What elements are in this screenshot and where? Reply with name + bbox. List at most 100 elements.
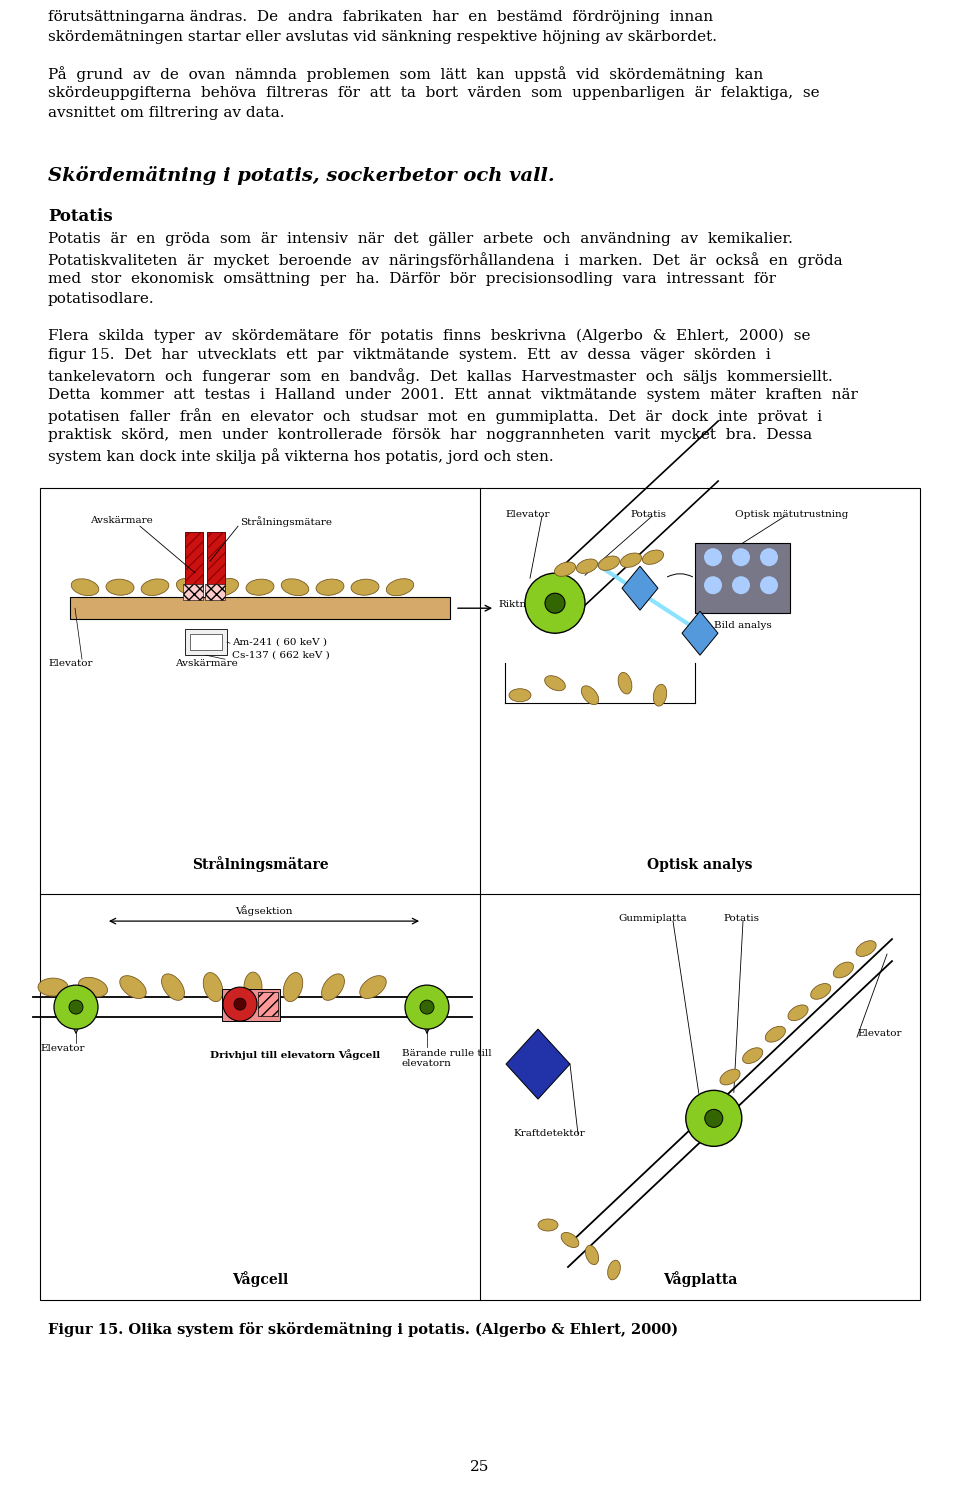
Text: skördemätningen startar eller avslutas vid sänkning respektive höjning av skärbo: skördemätningen startar eller avslutas v… [48, 30, 717, 45]
Text: Potatis: Potatis [48, 208, 112, 225]
Circle shape [405, 984, 449, 1029]
Text: Potatiskvaliteten  är  mycket  beroende  av  näringsförhållandena  i  marken.  D: Potatiskvaliteten är mycket beroende av … [48, 253, 843, 268]
Ellipse shape [608, 1259, 620, 1280]
Circle shape [760, 575, 778, 595]
Ellipse shape [283, 972, 302, 1002]
Ellipse shape [561, 1233, 579, 1248]
Text: Vågcell: Vågcell [232, 1271, 288, 1288]
Circle shape [69, 1001, 83, 1014]
Polygon shape [506, 1029, 570, 1099]
Text: Elevator: Elevator [857, 1029, 901, 1038]
Ellipse shape [106, 578, 134, 595]
Ellipse shape [386, 578, 414, 596]
Circle shape [525, 572, 585, 633]
Ellipse shape [586, 1246, 599, 1264]
Circle shape [545, 593, 565, 613]
Polygon shape [682, 611, 718, 656]
Text: med  stor  ekonomisk  omsättning  per  ha.  Därför  bör  precisionsodling  vara : med stor ekonomisk omsättning per ha. Dä… [48, 272, 776, 286]
Ellipse shape [71, 578, 99, 596]
Text: Figur 15. Olika system för skördemätning i potatis. (Algerbo & Ehlert, 2000): Figur 15. Olika system för skördemätning… [48, 1322, 678, 1337]
Text: system kan dock inte skilja på vikterna hos potatis, jord och sten.: system kan dock inte skilja på vikterna … [48, 448, 554, 464]
Circle shape [704, 549, 722, 567]
Ellipse shape [598, 556, 619, 571]
Ellipse shape [360, 975, 386, 999]
Text: förutsättningarna ändras.  De  andra  fabrikaten  har  en  bestämd  fördröjning : förutsättningarna ändras. De andra fabri… [48, 10, 713, 24]
Bar [70, 598, 450, 619]
Text: potatisodlare.: potatisodlare. [48, 293, 155, 306]
Ellipse shape [161, 974, 184, 1001]
Text: tankelevatorn  och  fungerar  som  en  bandvåg.  Det  kallas  Harvestmaster  och: tankelevatorn och fungerar som en bandvå… [48, 369, 832, 384]
Ellipse shape [177, 578, 204, 596]
Text: Strålningsmätare: Strålningsmätare [240, 516, 332, 526]
Ellipse shape [538, 1219, 558, 1231]
Ellipse shape [856, 941, 876, 956]
Ellipse shape [618, 672, 632, 694]
Circle shape [705, 1109, 723, 1127]
Ellipse shape [555, 562, 576, 577]
Ellipse shape [642, 550, 663, 565]
Ellipse shape [582, 686, 599, 705]
Bar [185, 532, 203, 590]
Text: skördeuppgifterna  behöva  filtreras  för  att  ta  bort  värden  som  uppenbarl: skördeuppgifterna behöva filtreras för a… [48, 86, 820, 100]
Text: potatisen  faller  från  en  elevator  och  studsar  mot  en  gummiplatta.  Det : potatisen faller från en elevator och st… [48, 409, 822, 424]
Circle shape [234, 998, 246, 1010]
Ellipse shape [141, 578, 169, 595]
Polygon shape [622, 567, 658, 610]
Text: Riktning: Riktning [498, 601, 542, 610]
Text: Detta  kommer  att  testas  i  Halland  under  2001.  Ett  annat  viktmätande  s: Detta kommer att testas i Halland under … [48, 388, 858, 401]
Ellipse shape [544, 675, 565, 690]
Bar [222, 989, 280, 1022]
Circle shape [54, 984, 98, 1029]
Ellipse shape [833, 962, 853, 978]
Ellipse shape [765, 1026, 785, 1042]
Text: Vågplatta: Vågplatta [662, 1271, 737, 1288]
Text: Strålningsmätare: Strålningsmätare [192, 857, 328, 871]
Circle shape [732, 549, 750, 567]
Circle shape [420, 1001, 434, 1014]
Text: Avskärmare: Avskärmare [175, 659, 238, 668]
Ellipse shape [322, 974, 345, 1001]
Circle shape [223, 987, 257, 1022]
Text: Bärande rulle till
elevatorn: Bärande rulle till elevatorn [402, 1050, 492, 1069]
Text: praktisk  skörd,  men  under  kontrollerade  försök  har  noggrannheten  varit  : praktisk skörd, men under kontrollerade … [48, 428, 812, 442]
Ellipse shape [246, 578, 274, 595]
Text: 25: 25 [470, 1460, 490, 1474]
Bar [258, 992, 278, 1016]
Bar [185, 532, 203, 590]
Ellipse shape [38, 978, 68, 996]
Ellipse shape [720, 1069, 740, 1086]
Bar [207, 532, 225, 590]
Text: Gummiplatta: Gummiplatta [618, 915, 686, 923]
Text: På  grund  av  de  ovan  nämnda  problemen  som  lätt  kan  uppstå  vid  skördem: På grund av de ovan nämnda problemen som… [48, 65, 763, 82]
Text: Am-241 ( 60 keV ): Am-241 ( 60 keV ) [232, 638, 327, 647]
Bar [190, 633, 222, 650]
Text: Elevator: Elevator [48, 659, 92, 668]
Bar [207, 532, 225, 590]
Bar [205, 584, 225, 601]
Circle shape [732, 575, 750, 595]
Text: Potatis: Potatis [723, 915, 759, 923]
Ellipse shape [281, 578, 309, 596]
Ellipse shape [211, 578, 238, 596]
Text: Elevator: Elevator [40, 1044, 84, 1053]
Circle shape [704, 575, 722, 595]
Text: Kraftdetektor: Kraftdetektor [513, 1129, 585, 1138]
Ellipse shape [316, 578, 344, 595]
Bar [40, 488, 920, 1300]
Bar [695, 543, 790, 613]
Text: Optisk mätutrustning: Optisk mätutrustning [735, 510, 849, 519]
Text: Vågsektion: Vågsektion [235, 906, 293, 916]
Text: Optisk analys: Optisk analys [647, 858, 753, 871]
Bar [183, 584, 203, 601]
Ellipse shape [120, 975, 146, 999]
Text: Flera  skilda  typer  av  skördemätare  för  potatis  finns  beskrivna  (Algerbo: Flera skilda typer av skördemätare för p… [48, 329, 810, 342]
Ellipse shape [509, 688, 531, 702]
Text: Bild analys: Bild analys [713, 622, 772, 630]
Ellipse shape [244, 972, 262, 1002]
Text: Skördemätning i potatis, sockerbetor och vall.: Skördemätning i potatis, sockerbetor och… [48, 167, 555, 184]
Text: Elevator: Elevator [505, 510, 549, 519]
Text: Drivhjul till elevatorn Vågcell: Drivhjul till elevatorn Vågcell [210, 1050, 380, 1060]
Ellipse shape [810, 983, 830, 999]
Text: avsnittet om filtrering av data.: avsnittet om filtrering av data. [48, 106, 284, 120]
Text: figur 15.  Det  har  utvecklats  ett  par  viktmätande  system.  Ett  av  dessa : figur 15. Det har utvecklats ett par vik… [48, 348, 771, 363]
